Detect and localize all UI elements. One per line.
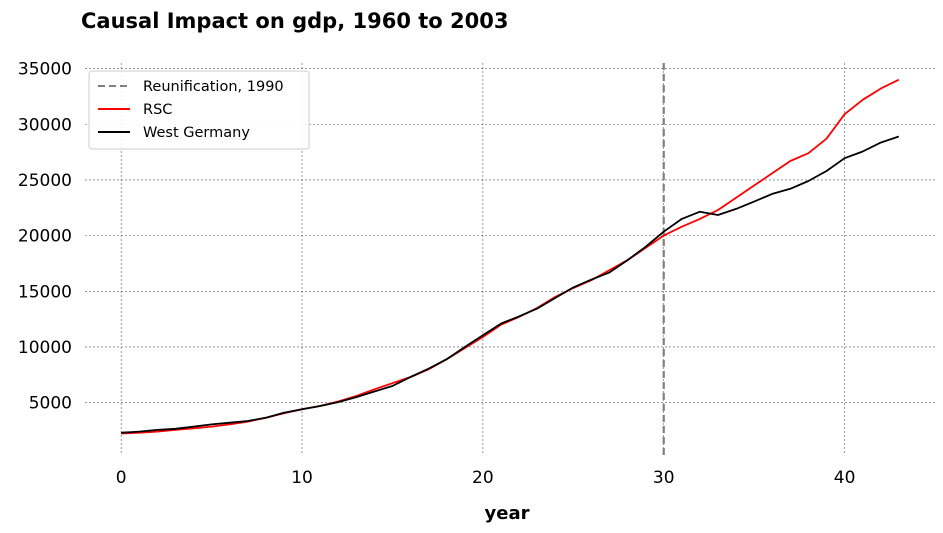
legend-box [88,70,310,150]
x-axis-label: year [485,503,530,524]
y-tick-label: 15000 [18,282,72,302]
y-tick-labels: 5000 10000 15000 20000 25000 30000 35000 [18,60,72,414]
legend-label: West Germany [143,125,250,141]
y-tick-label: 10000 [18,338,72,358]
series-lines [121,78,900,435]
x-tick-label: 20 [472,468,494,488]
series-line-west-germany [121,135,900,434]
legend-item-rsc: RSC [98,102,172,118]
y-tick-label: 35000 [18,60,72,80]
x-tick-label: 10 [291,468,313,488]
x-tick-label: 40 [834,468,856,488]
legend-label: RSC [143,102,172,118]
y-tick-label: 20000 [18,227,72,247]
x-tick-label: 30 [653,468,675,488]
y-tick-label: 30000 [18,115,72,135]
legend: Reunification, 1990 RSC West Germany [88,70,310,150]
legend-label: Reunification, 1990 [143,79,284,95]
x-tick-label: 0 [116,468,127,488]
legend-item-west-germany: West Germany [98,125,250,141]
legend-item-reunification: Reunification, 1990 [98,79,284,95]
x-tick-labels: 0 10 20 30 40 [116,468,856,488]
chart-title: Causal Impact on gdp, 1960 to 2003 [81,9,508,33]
y-tick-label: 5000 [29,394,72,414]
y-tick-label: 25000 [18,171,72,191]
